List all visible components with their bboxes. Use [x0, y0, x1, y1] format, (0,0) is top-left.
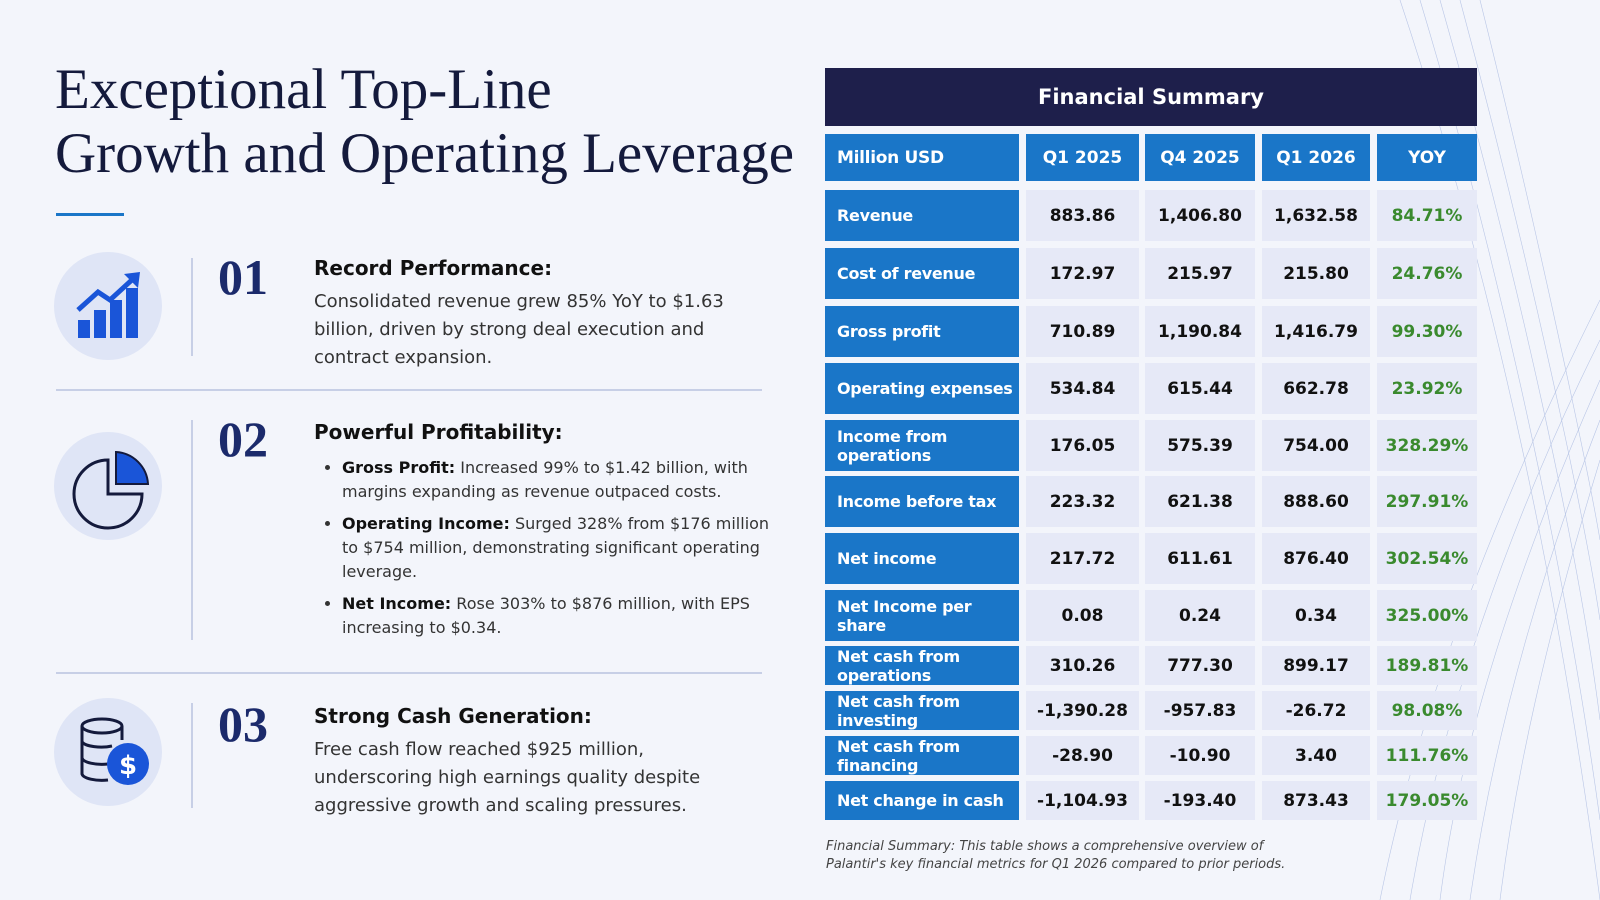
bullet-text: Surged 328% from $176 million to $754 mi… [342, 514, 770, 581]
section-heading: Powerful Profitability: [314, 420, 563, 444]
icon-cash: $ [54, 698, 162, 806]
table-cell: Million USD [825, 134, 1019, 181]
bullet-list: Gross Profit: Increased 99% to $1.42 bil… [314, 456, 782, 648]
table-cell: Q1 2026 [1262, 134, 1370, 181]
table-cell: 899.17 [1262, 646, 1370, 685]
table-cell: 302.54% [1377, 533, 1477, 584]
icon-pie [54, 432, 162, 540]
table-cell: -1,390.28 [1026, 691, 1139, 730]
table-cell: Net cash from operations [825, 646, 1019, 685]
table-cell: 189.81% [1377, 646, 1477, 685]
table-cell: 777.30 [1145, 646, 1255, 685]
section-heading: Strong Cash Generation: [314, 704, 592, 728]
title: Exceptional Top-Line Growth and Operating… [55, 58, 794, 186]
bullet-label: Operating Income: [342, 514, 510, 533]
table-cell: -193.40 [1145, 781, 1255, 820]
section-body: Free cash flow reached $925 million, und… [314, 739, 701, 816]
table-cell: 883.86 [1026, 190, 1139, 241]
table-cell: 1,416.79 [1262, 306, 1370, 357]
table-cell: 179.05% [1377, 781, 1477, 820]
table-cell: Gross profit [825, 306, 1019, 357]
table-cell: Net cash from investing [825, 691, 1019, 730]
table-title: Financial Summary [825, 68, 1477, 126]
icon-growth [54, 252, 162, 360]
table-cell: 1,632.58 [1262, 190, 1370, 241]
table-cell: 297.91% [1377, 476, 1477, 527]
table-cell: 710.89 [1026, 306, 1139, 357]
bullet: Gross Profit: Increased 99% to $1.42 bil… [342, 456, 782, 504]
table-cell: 310.26 [1026, 646, 1139, 685]
table-cell: 325.00% [1377, 590, 1477, 641]
table-cell: 0.34 [1262, 590, 1370, 641]
table-cell: 176.05 [1026, 420, 1139, 471]
table-cell: 99.30% [1377, 306, 1477, 357]
bullet: Net Income: Rose 303% to $876 million, w… [342, 592, 782, 640]
table-cell: 215.97 [1145, 248, 1255, 299]
table-cell: 215.80 [1262, 248, 1370, 299]
table-cell: 0.24 [1145, 590, 1255, 641]
table-cell: 662.78 [1262, 363, 1370, 414]
table-cell: Net change in cash [825, 781, 1019, 820]
table-cell: 621.38 [1145, 476, 1255, 527]
caption: Financial Summary: This table shows a co… [826, 839, 1286, 872]
section-body: Consolidated revenue grew 85% YoY to $1.… [314, 291, 724, 368]
bullet-label: Net Income: [342, 594, 452, 613]
title-line: Growth and Operating Leverage [55, 122, 795, 185]
table-cell: Income before tax [825, 476, 1019, 527]
bullet: Operating Income: Surged 328% from $176 … [342, 512, 782, 584]
table-cell: Q4 2025 [1145, 134, 1255, 181]
table-cell: 611.61 [1145, 533, 1255, 584]
title-underline [56, 213, 124, 216]
table-cell: 0.08 [1026, 590, 1139, 641]
table-cell: 217.72 [1026, 533, 1139, 584]
bullet-label: Gross Profit: [342, 458, 456, 477]
svg-text:$: $ [119, 751, 137, 781]
table-cell: Net income [825, 533, 1019, 584]
table-cell: -26.72 [1262, 691, 1370, 730]
table-cell: 84.71% [1377, 190, 1477, 241]
table-cell: -957.83 [1145, 691, 1255, 730]
table-cell: 873.43 [1262, 781, 1370, 820]
bullet-text: Increased 99% to $1.42 billion, with mar… [342, 458, 748, 501]
table-cell: 24.76% [1377, 248, 1477, 299]
table-cell: -28.90 [1026, 736, 1139, 775]
table-cell: 1,190.84 [1145, 306, 1255, 357]
title-line: Exceptional Top-Line [55, 58, 552, 121]
table-cell: -10.90 [1145, 736, 1255, 775]
bullet-text: Rose 303% to $876 million, with EPS incr… [342, 594, 750, 637]
table-cell: Operating expenses [825, 363, 1019, 414]
table-cell: 98.08% [1377, 691, 1477, 730]
table-cell: 111.76% [1377, 736, 1477, 775]
table-cell: 534.84 [1026, 363, 1139, 414]
table-cell: Cost of revenue [825, 248, 1019, 299]
table-cell: Net cash from financing [825, 736, 1019, 775]
table-cell: 3.40 [1262, 736, 1370, 775]
section-number: 03 [218, 696, 268, 752]
table-cell: 575.39 [1145, 420, 1255, 471]
table-cell: YOY [1377, 134, 1477, 181]
table-cell: Income from operations [825, 420, 1019, 471]
table-cell: -1,104.93 [1026, 781, 1139, 820]
table-cell: 223.32 [1026, 476, 1139, 527]
dividers [56, 258, 762, 808]
table-cell: 754.00 [1262, 420, 1370, 471]
table-cell: 876.40 [1262, 533, 1370, 584]
table-cell: Revenue [825, 190, 1019, 241]
section-number: 02 [218, 411, 268, 467]
section-number: 01 [218, 249, 268, 305]
table-cell: 615.44 [1145, 363, 1255, 414]
table-cell: Q1 2025 [1026, 134, 1139, 181]
table-cell: 328.29% [1377, 420, 1477, 471]
table-cell: 23.92% [1377, 363, 1477, 414]
table-cell: 1,406.80 [1145, 190, 1255, 241]
table-cell: 172.97 [1026, 248, 1139, 299]
table-cell: 888.60 [1262, 476, 1370, 527]
section-heading: Record Performance: [314, 256, 553, 280]
table-cell: Net Income per share [825, 590, 1019, 641]
